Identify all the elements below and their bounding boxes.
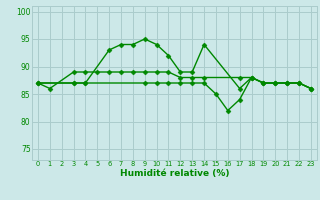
X-axis label: Humidité relative (%): Humidité relative (%) [120, 169, 229, 178]
